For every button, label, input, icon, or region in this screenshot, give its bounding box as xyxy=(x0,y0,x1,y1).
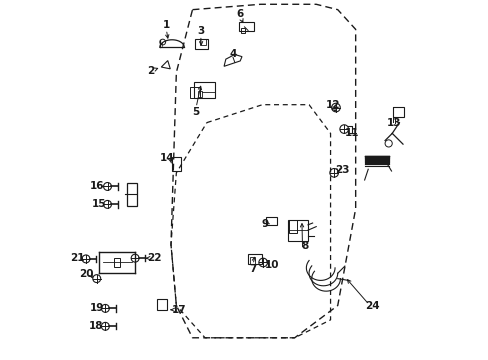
Bar xyxy=(193,82,215,98)
Text: 12: 12 xyxy=(325,100,340,110)
Text: 18: 18 xyxy=(88,321,102,331)
Text: 9: 9 xyxy=(261,219,268,229)
Text: 10: 10 xyxy=(264,260,279,270)
Text: 7: 7 xyxy=(249,264,256,274)
Text: 3: 3 xyxy=(197,26,204,36)
Text: 16: 16 xyxy=(90,181,104,192)
Text: 24: 24 xyxy=(365,301,379,311)
Bar xyxy=(190,87,200,98)
Text: 17: 17 xyxy=(172,305,186,315)
Text: 5: 5 xyxy=(192,107,199,117)
Text: 1: 1 xyxy=(163,20,170,30)
Text: 8: 8 xyxy=(301,241,308,251)
Bar xyxy=(126,183,137,206)
Text: 19: 19 xyxy=(90,303,104,314)
Text: 4: 4 xyxy=(229,49,236,59)
Bar xyxy=(392,107,403,117)
Bar xyxy=(288,220,296,233)
Text: 23: 23 xyxy=(334,165,348,175)
Text: 20: 20 xyxy=(79,269,94,279)
Text: 6: 6 xyxy=(236,9,244,19)
Bar xyxy=(240,28,244,33)
Text: 22: 22 xyxy=(146,253,161,263)
Bar xyxy=(200,39,206,45)
Bar xyxy=(288,220,307,240)
Bar xyxy=(171,157,181,171)
Text: 11: 11 xyxy=(344,128,359,138)
Text: 13: 13 xyxy=(386,118,401,128)
Text: 21: 21 xyxy=(70,253,85,263)
Bar xyxy=(195,39,207,49)
Bar xyxy=(114,258,120,267)
Text: 15: 15 xyxy=(92,199,106,210)
Bar xyxy=(248,253,262,264)
Bar xyxy=(265,217,276,225)
Bar xyxy=(238,22,253,31)
Bar xyxy=(197,91,202,97)
Bar xyxy=(249,257,255,264)
Text: 2: 2 xyxy=(146,66,154,76)
Bar xyxy=(156,300,167,310)
Text: 14: 14 xyxy=(160,153,174,163)
